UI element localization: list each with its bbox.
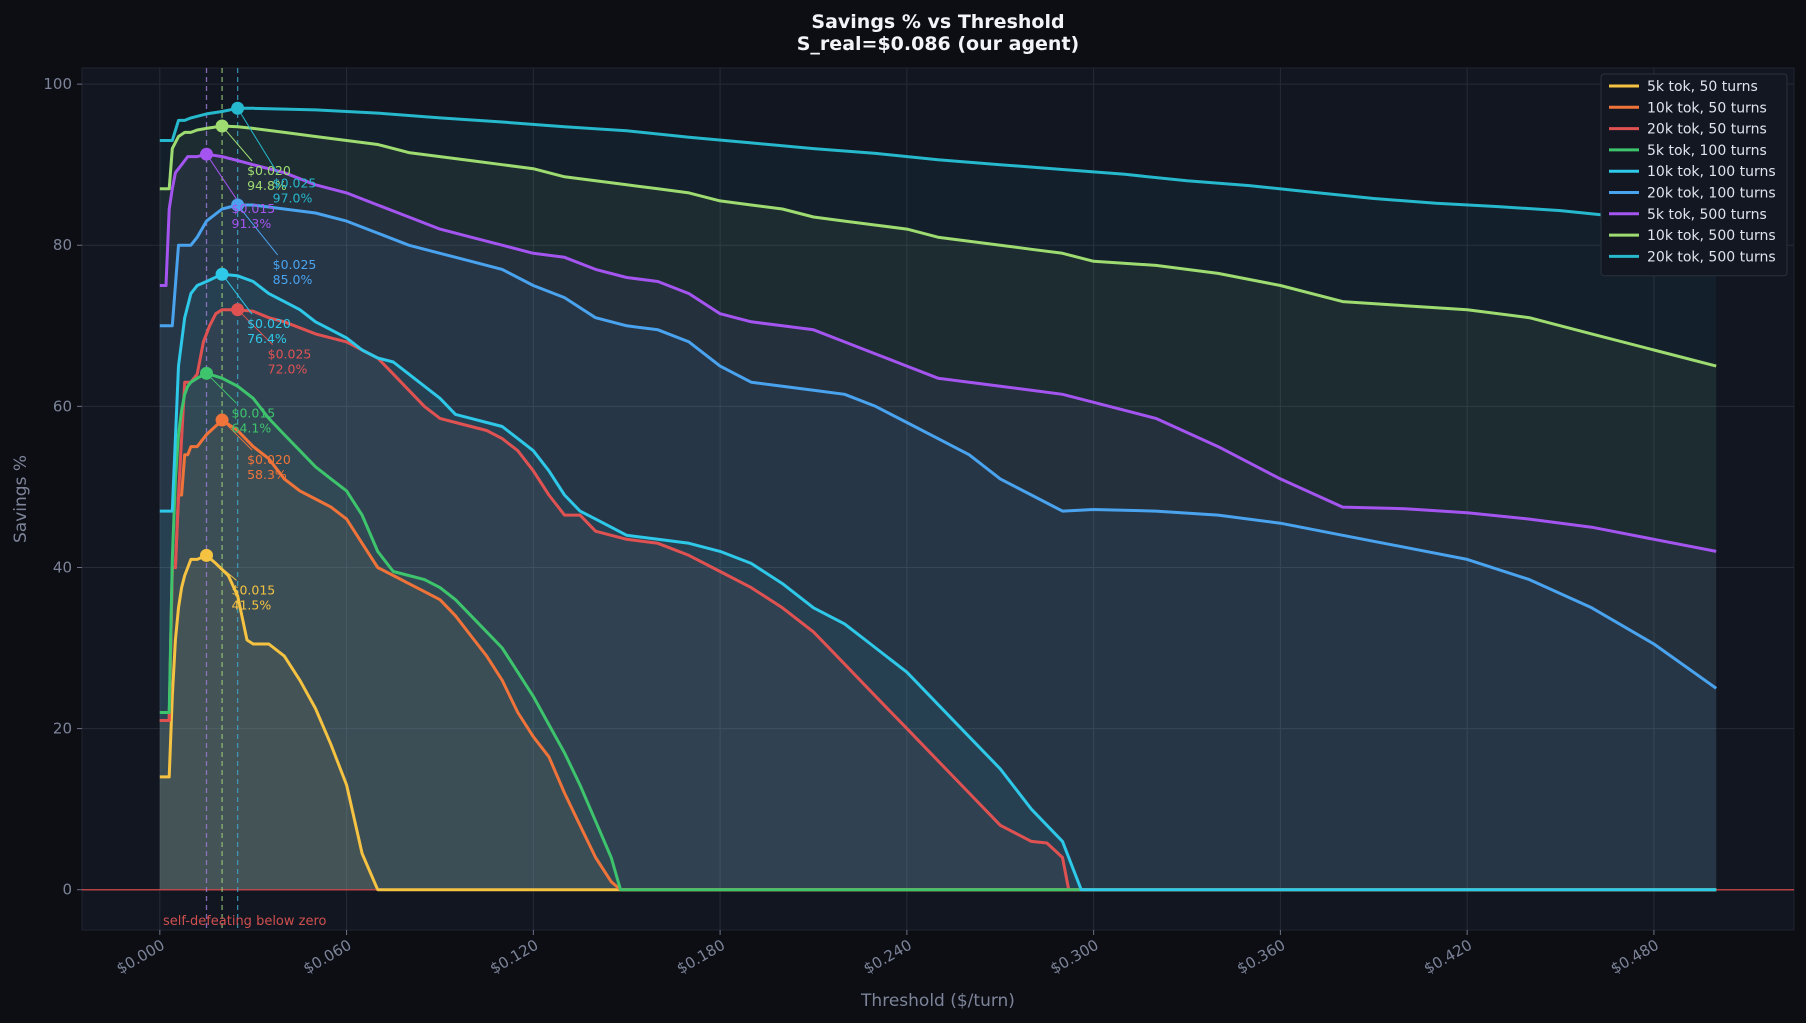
peak-marker <box>231 303 245 317</box>
peak-threshold-label: $0.020 <box>247 452 291 467</box>
y-tick-label: 20 <box>53 720 72 738</box>
series-fill <box>159 108 1717 890</box>
peak-threshold-label: $0.015 <box>232 582 276 597</box>
peak-savings-label: 58.3% <box>247 467 287 482</box>
x-axis-label: Threshold ($/turn) <box>860 991 1015 1011</box>
series-fill <box>159 126 1717 890</box>
legend-label: 10k tok, 100 turns <box>1647 164 1776 180</box>
y-tick-label: 60 <box>53 397 72 415</box>
peak-leader-line <box>237 204 279 256</box>
series-fill <box>159 154 1717 890</box>
series-line <box>159 418 1717 892</box>
series-fill <box>159 309 1717 890</box>
series-line <box>159 308 1717 892</box>
y-axis-label: Savings % <box>11 455 31 543</box>
y-tick-label: 40 <box>53 558 72 576</box>
legend-label: 20k tok, 50 turns <box>1647 122 1767 138</box>
peak-savings-label: 97.0% <box>273 190 313 205</box>
peak-leader-line <box>206 372 237 404</box>
peak-leader-line <box>237 309 273 346</box>
series-line <box>159 106 1717 231</box>
peak-marker <box>200 366 214 380</box>
peak-leader-line <box>221 125 253 162</box>
y-tick-label: 100 <box>43 75 72 93</box>
peak-savings-label: 41.5% <box>232 597 272 612</box>
peak-threshold-label: $0.025 <box>273 175 317 190</box>
legend-label: 20k tok, 500 turns <box>1647 249 1776 265</box>
series-line <box>159 553 1717 892</box>
y-axis: 0 20 40 60 80 100 <box>43 75 82 899</box>
peak-markers: $0.01541.5%$0.02058.3%$0.02572.0%$0.0156… <box>200 101 317 612</box>
peak-marker <box>215 119 229 133</box>
series-line <box>159 272 1717 892</box>
peak-leader-line <box>221 273 253 315</box>
series-fill <box>159 373 1717 890</box>
legend-label: 5k tok, 500 turns <box>1647 207 1767 223</box>
peak-savings-label: 85.0% <box>273 272 313 287</box>
y-tick-label: 0 <box>62 881 72 899</box>
peak-savings-label: 64.1% <box>232 420 272 435</box>
peak-leader-line <box>221 419 253 451</box>
peak-marker <box>231 198 245 212</box>
peak-threshold-label: $0.025 <box>273 257 317 272</box>
peak-leader-line <box>206 153 237 200</box>
peak-marker <box>215 413 229 427</box>
series-fills <box>159 108 1717 890</box>
peak-leader-line <box>237 108 279 174</box>
legend-label: 5k tok, 100 turns <box>1647 143 1767 159</box>
peak-marker <box>231 101 245 115</box>
legend-box <box>1600 73 1788 277</box>
peak-threshold-label: $0.015 <box>232 201 276 216</box>
legend-label: 10k tok, 500 turns <box>1647 228 1776 244</box>
peak-threshold-label: $0.025 <box>268 347 312 362</box>
peak-savings-label: 91.3% <box>232 216 272 231</box>
series-line <box>159 152 1717 553</box>
peak-savings-label: 72.0% <box>268 362 308 377</box>
peak-savings-label: 76.4% <box>247 331 287 346</box>
peak-threshold-label: $0.020 <box>247 163 291 178</box>
series-fill <box>159 420 1717 890</box>
zero-line-note: self-defeating below zero <box>163 914 327 929</box>
legend: 5k tok, 50 turns 10k tok, 50 turns 20k tok… <box>1600 73 1788 277</box>
peak-threshold-label: $0.015 <box>232 405 276 420</box>
series-fill <box>159 274 1717 890</box>
peak-marker <box>200 548 214 562</box>
series-fill <box>159 555 1717 890</box>
chart-title: Savings % vs Threshold <box>811 11 1064 33</box>
peak-threshold-label: $0.020 <box>247 316 291 331</box>
series-fill <box>159 205 1717 890</box>
peak-leader-line <box>206 555 237 581</box>
legend-label: 20k tok, 100 turns <box>1647 186 1776 202</box>
peak-savings-label: 94.8% <box>247 178 287 193</box>
peak-marker <box>200 147 214 161</box>
peak-marker <box>215 267 229 281</box>
y-tick-label: 80 <box>53 236 72 254</box>
plot-area <box>81 67 1795 931</box>
legend-label: 5k tok, 50 turns <box>1647 79 1758 95</box>
series-line <box>159 371 1717 892</box>
chart-subtitle: S_real=$0.086 (our agent) <box>797 33 1079 55</box>
legend-label: 10k tok, 50 turns <box>1647 100 1767 116</box>
